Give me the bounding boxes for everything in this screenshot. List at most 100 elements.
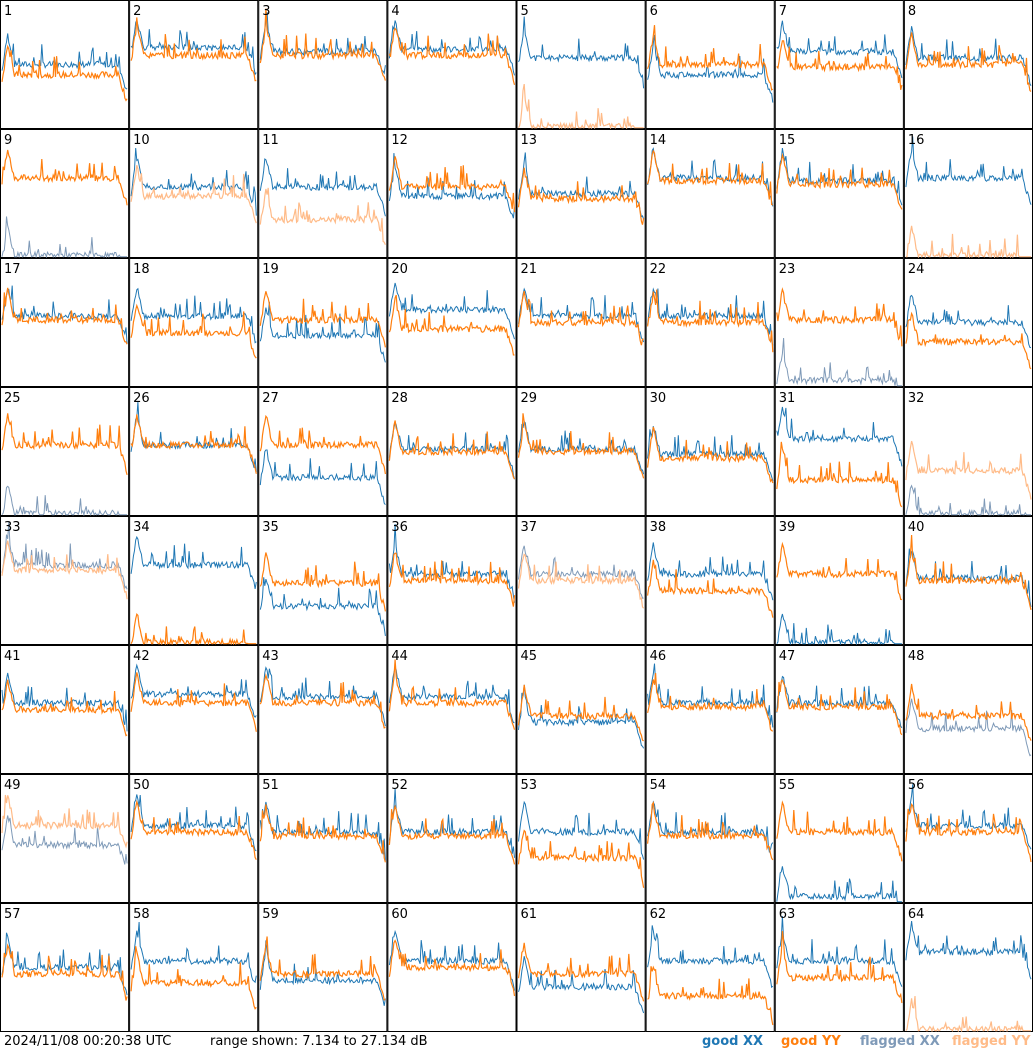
panel-3: 3 bbox=[258, 0, 388, 129]
series-xx-panel-38 bbox=[647, 542, 774, 601]
panel-frame bbox=[258, 903, 388, 1032]
panel-frame bbox=[0, 516, 130, 645]
series-xx-panel-43 bbox=[259, 666, 386, 727]
panel-label: 41 bbox=[4, 649, 21, 664]
series-yy-panel-58 bbox=[130, 946, 257, 1010]
panel-frame bbox=[258, 774, 388, 903]
panel-label: 24 bbox=[908, 262, 925, 277]
panel-label: 28 bbox=[391, 391, 408, 406]
panel-label: 15 bbox=[779, 133, 796, 148]
panel-25: 25 bbox=[0, 387, 130, 517]
panel-36: 36 bbox=[387, 516, 517, 645]
series-yy-panel-3 bbox=[259, 8, 386, 81]
series-yy-panel-62 bbox=[647, 965, 774, 1026]
panel-2: 2 bbox=[129, 0, 259, 129]
panel-frame bbox=[774, 387, 904, 516]
series-yy-panel-36 bbox=[388, 552, 516, 607]
panel-frame bbox=[258, 0, 388, 129]
panel-label: 17 bbox=[4, 262, 21, 277]
panel-1: 1 bbox=[0, 0, 130, 129]
panel-label: 12 bbox=[391, 133, 408, 148]
panel-frame bbox=[903, 258, 1033, 387]
panel-label: 26 bbox=[133, 391, 150, 406]
panel-frame bbox=[387, 129, 517, 258]
series-yy-panel-30 bbox=[647, 426, 774, 484]
panel-63: 63 bbox=[774, 903, 904, 1032]
panel-label: 36 bbox=[391, 520, 408, 535]
panel-frame bbox=[387, 258, 517, 387]
range-text: range shown: 7.134 to 27.134 dB bbox=[210, 1034, 428, 1049]
panel-30: 30 bbox=[645, 387, 775, 516]
series-yy-panel-11 bbox=[259, 187, 386, 246]
panel-label: 29 bbox=[521, 391, 538, 406]
panel-label: 6 bbox=[650, 4, 658, 19]
panel-31: 31 bbox=[774, 387, 904, 516]
series-yy-panel-28 bbox=[388, 420, 516, 480]
panel-label: 31 bbox=[779, 391, 796, 406]
panel-35: 35 bbox=[258, 516, 388, 645]
panel-21: 21 bbox=[516, 258, 646, 387]
series-yy-panel-31 bbox=[776, 441, 903, 508]
series-yy-panel-51 bbox=[259, 804, 386, 863]
panel-frame bbox=[903, 645, 1033, 774]
timestamp: 2024/11/08 00:20:38 UTC bbox=[4, 1034, 172, 1049]
series-yy-panel-42 bbox=[130, 672, 257, 732]
panel-7: 7 bbox=[774, 0, 904, 129]
panel-53: 53 bbox=[516, 774, 646, 903]
panel-frame bbox=[903, 129, 1033, 258]
series-yy-panel-49 bbox=[1, 794, 128, 849]
series-yy-panel-12 bbox=[388, 156, 516, 213]
panel-20: 20 bbox=[387, 258, 517, 387]
series-yy-panel-50 bbox=[130, 799, 257, 860]
panel-frame bbox=[387, 0, 517, 129]
series-xx-panel-44 bbox=[388, 666, 515, 724]
panel-label: 63 bbox=[779, 907, 796, 922]
series-xx-panel-31 bbox=[776, 406, 903, 467]
panel-44: 44 bbox=[387, 645, 517, 774]
panel-frame bbox=[645, 129, 775, 258]
legend-good-yy: good YY bbox=[781, 1034, 841, 1049]
footer-bar: 2024/11/08 00:20:38 UTC range shown: 7.1… bbox=[0, 1032, 1033, 1053]
panel-label: 19 bbox=[262, 262, 279, 277]
panel-label: 48 bbox=[908, 649, 925, 664]
panel-frame bbox=[774, 903, 904, 1032]
panel-9: 9 bbox=[0, 129, 130, 259]
series-yy-panel-4 bbox=[388, 27, 516, 85]
series-yy-panel-22 bbox=[647, 289, 774, 353]
panel-label: 40 bbox=[908, 520, 925, 535]
series-yy-panel-7 bbox=[776, 40, 903, 90]
series-xx-panel-55 bbox=[776, 866, 902, 903]
series-yy-panel-55 bbox=[776, 800, 903, 862]
series-yy-panel-38 bbox=[647, 559, 774, 618]
panel-33: 33 bbox=[0, 516, 130, 645]
panel-frame bbox=[774, 516, 904, 645]
panel-label: 46 bbox=[650, 649, 667, 664]
panel-51: 51 bbox=[258, 774, 388, 903]
panel-frame bbox=[0, 387, 130, 516]
series-yy-panel-59 bbox=[259, 936, 386, 1001]
series-yy-panel-41 bbox=[1, 679, 128, 737]
series-xx-panel-20 bbox=[388, 282, 515, 340]
panel-22: 22 bbox=[645, 258, 775, 387]
series-yy-panel-1 bbox=[1, 44, 128, 102]
series-xx-panel-21 bbox=[518, 287, 645, 343]
panel-54: 54 bbox=[645, 774, 775, 903]
series-xx-panel-42 bbox=[130, 663, 257, 719]
panel-label: 49 bbox=[4, 778, 21, 793]
panel-label: 4 bbox=[391, 4, 399, 19]
panel-frame bbox=[516, 774, 646, 903]
panel-11: 11 bbox=[258, 129, 388, 258]
panel-56: 56 bbox=[903, 774, 1033, 903]
panel-frame bbox=[0, 129, 130, 258]
panel-label: 32 bbox=[908, 391, 925, 406]
series-xx-panel-46 bbox=[647, 663, 774, 728]
series-yy-panel-63 bbox=[776, 931, 903, 1004]
series-yy-panel-57 bbox=[1, 943, 128, 1001]
panel-label: 2 bbox=[133, 4, 141, 19]
panel-49: 49 bbox=[0, 774, 130, 903]
series-yy-panel-64 bbox=[905, 995, 1031, 1032]
panel-frame bbox=[0, 774, 130, 903]
panel-frame bbox=[129, 387, 259, 516]
panel-label: 60 bbox=[391, 907, 408, 922]
